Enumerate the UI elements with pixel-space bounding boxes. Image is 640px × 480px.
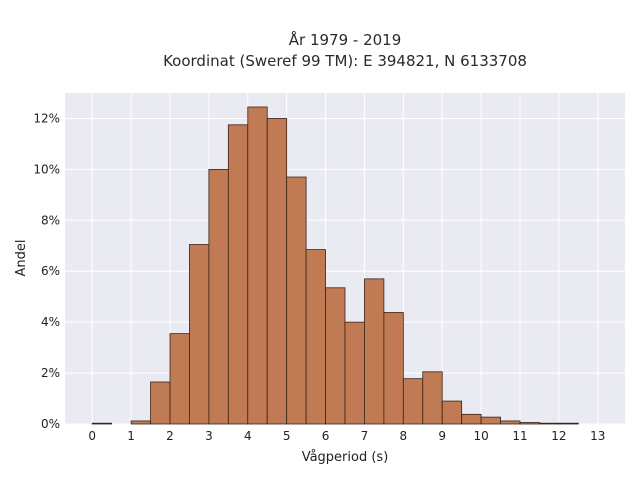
bar-3 — [208, 168, 229, 425]
bar-10.5 — [500, 420, 521, 425]
y-tick-label: 12% — [33, 111, 60, 125]
bar-1 — [130, 420, 151, 425]
x-tick-label: 3 — [205, 429, 213, 443]
bar-9.5 — [461, 413, 482, 425]
x-tick-labels: 0 1 2 3 4 5 6 7 8 9 10 11 12 13 — [88, 429, 605, 443]
bar-2 — [169, 333, 190, 425]
x-tick-label: 1 — [127, 429, 135, 443]
x-tick-label: 12 — [551, 429, 566, 443]
bar-2.5 — [189, 244, 210, 425]
y-tick-label: 4% — [41, 315, 60, 329]
y-tick-label: 6% — [41, 264, 60, 278]
y-tick-label: 2% — [41, 366, 60, 380]
y-axis-label: Andel — [14, 240, 29, 277]
bar-9 — [441, 400, 463, 425]
bar-6.5 — [344, 321, 365, 425]
bar-0 — [91, 422, 113, 425]
bar-11 — [519, 422, 540, 425]
y-tick-label: 0% — [41, 417, 60, 431]
bar-7.5 — [383, 312, 404, 425]
bar-4 — [247, 106, 268, 425]
y-tick-label: 10% — [33, 162, 60, 176]
bar-11.5 — [539, 422, 560, 425]
bar-7 — [364, 278, 385, 425]
bar-10 — [480, 416, 501, 425]
bar-5.5 — [305, 249, 326, 425]
y-tick-labels: 0% 2% 4% 6% 8% 10% 12% — [33, 111, 60, 431]
x-axis-label: Vågperiod (s) — [302, 450, 389, 465]
x-tick-label: 7 — [361, 429, 369, 443]
chart-title-line-2: Koordinat (Sweref 99 TM): E 394821, N 61… — [163, 52, 527, 70]
chart-title: År 1979 - 2019 Koordinat (Sweref 99 TM):… — [163, 30, 527, 70]
x-tick-label: 11 — [512, 429, 527, 443]
chart-title-line-1: År 1979 - 2019 — [289, 30, 402, 49]
bar-4.5 — [266, 118, 288, 425]
x-tick-label: 10 — [473, 429, 488, 443]
bar-8 — [402, 378, 424, 425]
bar-3.5 — [227, 124, 249, 425]
bars — [91, 106, 579, 425]
x-tick-label: 2 — [166, 429, 174, 443]
x-tick-label: 0 — [88, 429, 96, 443]
bar-12 — [558, 422, 579, 425]
x-tick-label: 9 — [438, 429, 446, 443]
bar-1.5 — [150, 381, 171, 425]
x-tick-label: 6 — [322, 429, 330, 443]
x-tick-label: 13 — [590, 429, 605, 443]
bar-6 — [325, 287, 346, 425]
x-tick-label: 5 — [283, 429, 291, 443]
bar-5 — [286, 176, 307, 425]
y-tick-label: 8% — [41, 213, 60, 227]
bar-8.5 — [422, 371, 443, 425]
x-tick-label: 4 — [244, 429, 252, 443]
x-tick-label: 8 — [400, 429, 408, 443]
